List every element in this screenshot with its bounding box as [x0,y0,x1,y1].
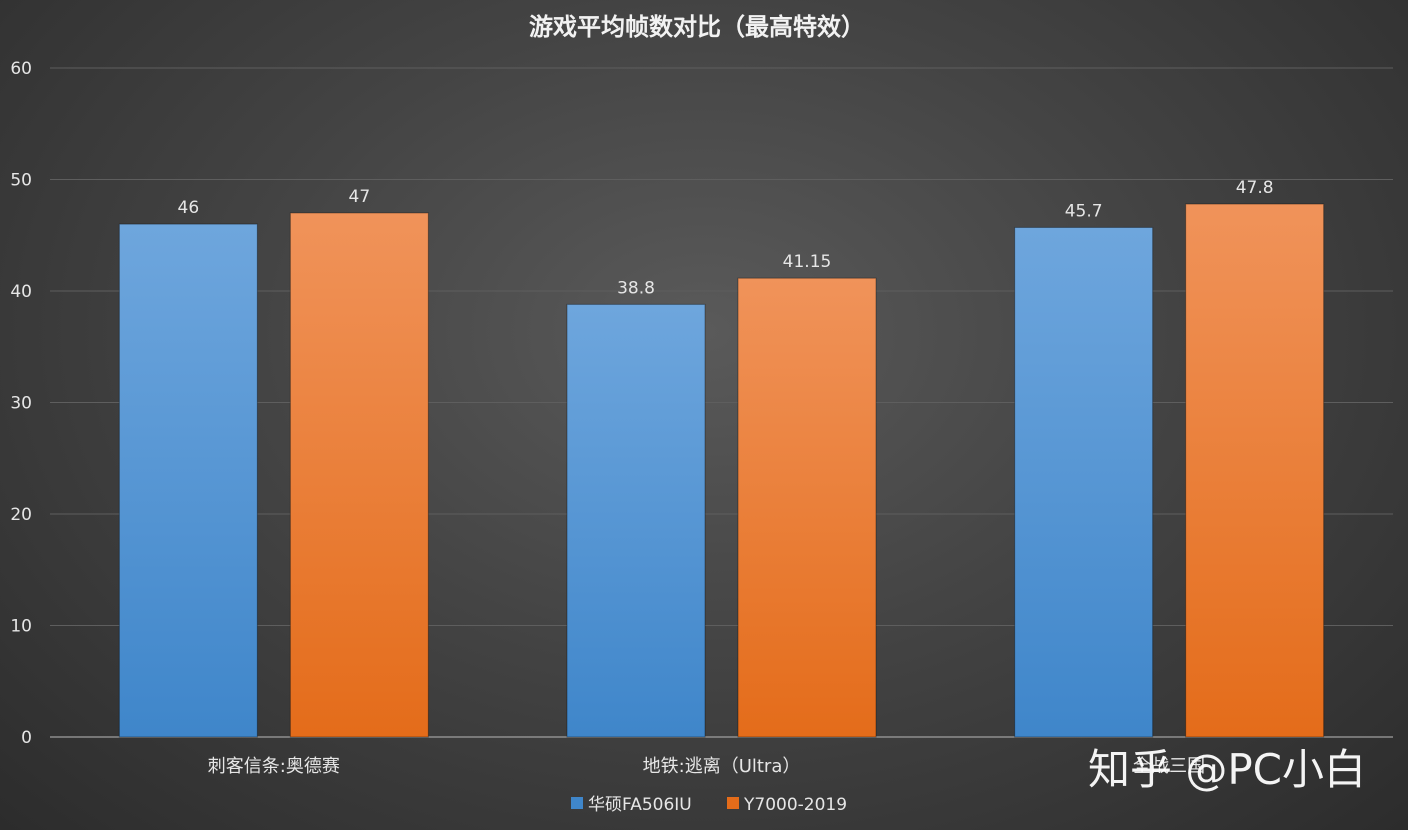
bar-series-1-cat-1 [118,223,258,738]
legend-swatch-series-1 [571,797,583,809]
y-tick-label: 40 [10,282,32,302]
y-tick-label: 50 [10,171,32,191]
x-axis-categories: 刺客信条:奥德赛 地铁:逃离（Ultra） 全战三国 [208,756,1205,777]
legend: 华硕FA506IU Y7000-2019 [571,795,847,815]
y-tick-label: 20 [10,505,32,525]
bar-series-1-cat-2 [566,303,706,738]
bar-series-2-cat-3 [1185,203,1325,738]
bar-series-2-cat-2 [737,277,877,738]
y-axis-ticks: 0 10 20 30 40 50 60 [10,59,32,748]
data-label: 46 [178,198,200,218]
category-label: 刺客信条:奥德赛 [208,756,340,777]
bar-series-2-cat-1 [289,212,429,738]
data-label: 45.7 [1065,201,1103,221]
data-label: 47.8 [1236,178,1274,198]
legend-label-series-2: Y7000-2019 [743,795,847,815]
y-tick-label: 0 [21,728,32,748]
gridlines [50,67,1393,738]
chart-title: 游戏平均帧数对比（最高特效） [529,13,865,41]
watermark: 知乎 @PC小白 [1088,745,1366,794]
bars [118,203,1325,738]
y-tick-label: 60 [10,59,32,79]
bar-series-1-cat-3 [1014,226,1154,738]
category-label: 地铁:逃离（Ultra） [643,756,801,777]
y-tick-label: 10 [10,617,32,637]
category-label: 全战三国 [1133,756,1205,777]
data-label: 47 [349,187,371,207]
legend-label-series-1: 华硕FA506IU [588,795,692,815]
y-tick-label: 30 [10,394,32,414]
data-label: 38.8 [617,278,655,298]
data-label: 41.15 [783,252,832,272]
data-labels: 46 47 38.8 41.15 45.7 47.8 [178,178,1274,298]
legend-swatch-series-2 [727,797,739,809]
